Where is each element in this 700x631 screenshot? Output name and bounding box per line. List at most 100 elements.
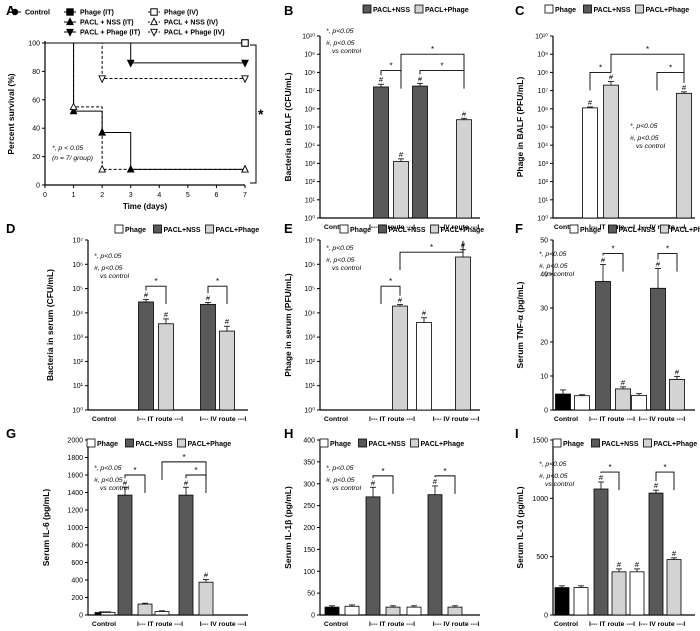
group-label: Control bbox=[92, 621, 116, 628]
significance-hash: # bbox=[672, 549, 677, 558]
significance-star: * bbox=[440, 62, 443, 71]
significance-bracket bbox=[185, 474, 207, 493]
annotation-star: *, p<0.05 bbox=[326, 28, 354, 35]
y-tick-label: 10⁶ bbox=[72, 262, 83, 269]
legend-swatch bbox=[378, 224, 387, 234]
legend-label: PACL+Phage bbox=[421, 441, 465, 448]
legend-label: Phage bbox=[97, 441, 118, 448]
group-label: Control bbox=[324, 416, 348, 423]
marker-triangle-down bbox=[126, 59, 135, 68]
bar-phage bbox=[100, 611, 116, 616]
significance-star: * bbox=[216, 277, 219, 286]
y-tick-label: 10⁸ bbox=[537, 70, 548, 77]
significance-star: * bbox=[381, 467, 384, 476]
legend-swatch bbox=[358, 438, 367, 448]
significance-hash: # bbox=[601, 255, 606, 264]
bar-pacl-phage bbox=[158, 323, 174, 411]
annotation-hash: #, p<0.05 bbox=[539, 473, 568, 480]
y-tick-label: 10⁹ bbox=[537, 52, 548, 59]
legend-label: Phage (IT) bbox=[80, 10, 114, 17]
significance-bracket bbox=[657, 253, 678, 272]
legend-swatch bbox=[410, 438, 419, 448]
group-label: I--- IV route ---I bbox=[639, 416, 686, 423]
significance-bracket bbox=[207, 285, 228, 305]
survival-line bbox=[45, 42, 245, 170]
significance-hash: # bbox=[462, 109, 467, 118]
marker-square bbox=[241, 39, 249, 47]
marker-square bbox=[150, 8, 158, 16]
legend-label: PACL+NSS bbox=[602, 441, 639, 448]
bar-pacl-nss bbox=[593, 488, 609, 616]
legend-swatch bbox=[660, 224, 669, 234]
marker-triangle-down bbox=[241, 75, 249, 84]
x-tick-label: 6 bbox=[214, 192, 218, 199]
y-tick-label: 10⁰ bbox=[537, 215, 548, 223]
y-tick-label: 10⁷ bbox=[305, 88, 316, 95]
bar-pacl-nss bbox=[365, 496, 381, 616]
panel-a: A 0 20 40 60 80 100 0 1 2 3 4 5 6 7 Time (days) Percent … bbox=[6, 3, 264, 211]
y-tick-label: 0 bbox=[36, 183, 40, 190]
y-tick-label: 10⁴ bbox=[304, 143, 315, 150]
panel-letter-c: C bbox=[515, 3, 525, 18]
legend-swatch bbox=[583, 4, 592, 14]
panel-d: D 10⁰ 10¹ 10² 10³ 10⁴ 10⁵ 10⁶ 10⁷ Bacteria in ser… bbox=[6, 221, 259, 423]
significance-bracket bbox=[656, 71, 685, 91]
y-tick-label: 100 bbox=[28, 41, 40, 48]
bar-phage bbox=[629, 571, 645, 616]
significance-hash: # bbox=[621, 378, 626, 387]
annotation-significance: *, p < 0.05 bbox=[52, 145, 83, 152]
panel-c: C 10⁰ 10¹ 10² 10³ 10⁴ 10⁵ 10⁶ 10⁷ 10⁸ 10⁹ 10¹⁰ Phage… bbox=[515, 3, 695, 231]
y-tick-label: 600 bbox=[71, 560, 83, 567]
y-tick-label: 40 bbox=[540, 272, 548, 279]
y-tick-label: 10³ bbox=[538, 161, 549, 168]
significance-bracket bbox=[610, 53, 685, 73]
y-tick-label: 1800 bbox=[67, 455, 83, 462]
y-tick-label: 800 bbox=[71, 543, 83, 550]
significance-bracket bbox=[145, 285, 167, 305]
annotation-hash: #, p<0.05 bbox=[326, 40, 355, 47]
y-axis-label: Serum IL-1β (pg/mL) bbox=[283, 486, 293, 569]
y-tick-label: 10² bbox=[538, 179, 549, 186]
legend-swatch bbox=[114, 224, 124, 234]
panel-e: E 10⁰ 10¹ 10² 10³ 10⁴ 10⁵ 10⁶ 10⁷ Phage in serum … bbox=[283, 221, 484, 423]
y-tick-label: 10³ bbox=[305, 161, 316, 168]
legend-label: PACL+Phage bbox=[188, 441, 232, 448]
significance-hash: # bbox=[433, 477, 438, 486]
group-label: Control bbox=[554, 621, 578, 628]
y-tick-label: 350 bbox=[303, 459, 315, 466]
significance-bracket bbox=[600, 471, 620, 491]
significance-star: * bbox=[430, 243, 433, 252]
x-tick-label: 0 bbox=[43, 192, 47, 199]
annotation-vs-control: vs control bbox=[545, 481, 575, 488]
bar-pacl-phage bbox=[447, 606, 463, 616]
x-tick-label: 2 bbox=[100, 192, 104, 199]
significance-hash: # bbox=[617, 560, 622, 569]
significance-hash: # bbox=[588, 98, 593, 107]
group-label: I--- IT route ---I bbox=[369, 224, 415, 231]
bar-pacl-phage bbox=[385, 606, 401, 616]
annotation-vs-control: vs control bbox=[100, 273, 130, 280]
marker-triangle-up bbox=[150, 17, 158, 26]
bar-phage bbox=[574, 395, 590, 411]
group-label: I--- IV route ---I bbox=[433, 416, 480, 423]
y-tick-label: 10¹ bbox=[538, 197, 549, 204]
legend-label: PACL+NSS bbox=[136, 441, 173, 448]
y-tick-label: 30 bbox=[540, 306, 548, 313]
legend-swatch bbox=[643, 438, 652, 448]
legend-label: PACL+NSS bbox=[373, 7, 410, 14]
y-tick-label: 10⁷ bbox=[305, 238, 316, 245]
significance-hash: # bbox=[656, 260, 661, 269]
y-tick-label: 10⁶ bbox=[537, 106, 548, 113]
legend-label: Phage bbox=[563, 441, 584, 448]
y-tick-label: 50 bbox=[540, 238, 548, 245]
y-tick-label: 50 bbox=[307, 591, 315, 598]
y-tick-label: 10⁶ bbox=[304, 106, 315, 113]
y-tick-label: 1000 bbox=[532, 496, 548, 503]
panel-i: I 0 500 1000 1500 Serum IL-10 (pg/mL) Control I… bbox=[515, 426, 697, 628]
y-tick-label: 10¹ bbox=[73, 383, 84, 390]
significance-hash: # bbox=[371, 478, 376, 487]
bar-pacl-nss bbox=[117, 494, 133, 616]
bar-pacl-phage bbox=[393, 161, 409, 219]
legend-swatch bbox=[552, 438, 562, 448]
